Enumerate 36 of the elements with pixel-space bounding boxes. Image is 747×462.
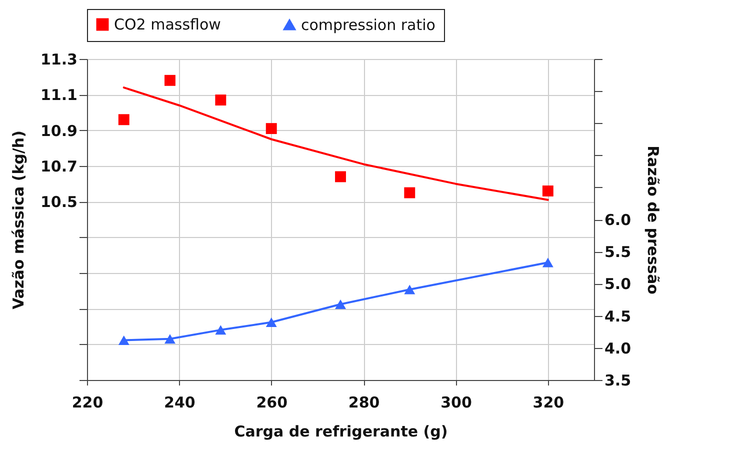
point [335,171,346,182]
y2-tick-label: 6.0 [604,211,632,229]
point [118,114,130,126]
y2-tick-label: 4.5 [604,307,632,326]
x-tick-label: 220 [72,394,104,412]
legend-label: compression ratio [301,16,436,34]
point [164,74,176,86]
legend-label: CO2 massflow [114,16,221,34]
y2-tick-label: 3.5 [604,372,632,390]
x-tick-label: 240 [164,394,196,412]
point [266,317,277,327]
y-axis-title: Vazão mássica (kg/h) [9,130,28,310]
y2-axis-title: Razão de pressão [644,146,662,294]
x-axis-title: Carga de refrigerante (g) [234,422,448,440]
point [542,185,554,196]
point [164,334,176,344]
point [404,187,416,198]
point [118,335,130,345]
y-tick-label: 10.9 [40,122,78,140]
point [404,284,416,294]
y2-tick-label: 5.5 [604,243,632,262]
y2-tick-label: 5.0 [604,275,632,294]
y2-tick-label: 4.0 [604,339,632,358]
point [215,94,226,106]
point [215,325,226,335]
y-tick-label: 10.7 [40,158,78,176]
x-tick-label: 300 [440,394,472,412]
x-tick-label: 320 [532,394,564,412]
point [266,123,277,134]
point [335,300,346,309]
y-tick-label: 11.3 [40,50,78,68]
x-tick-label: 260 [256,394,288,412]
y-tick-label: 10.5 [40,193,78,212]
x-tick-label: 280 [348,394,380,412]
point [542,258,554,268]
y-tick-label: 11.1 [40,86,78,104]
